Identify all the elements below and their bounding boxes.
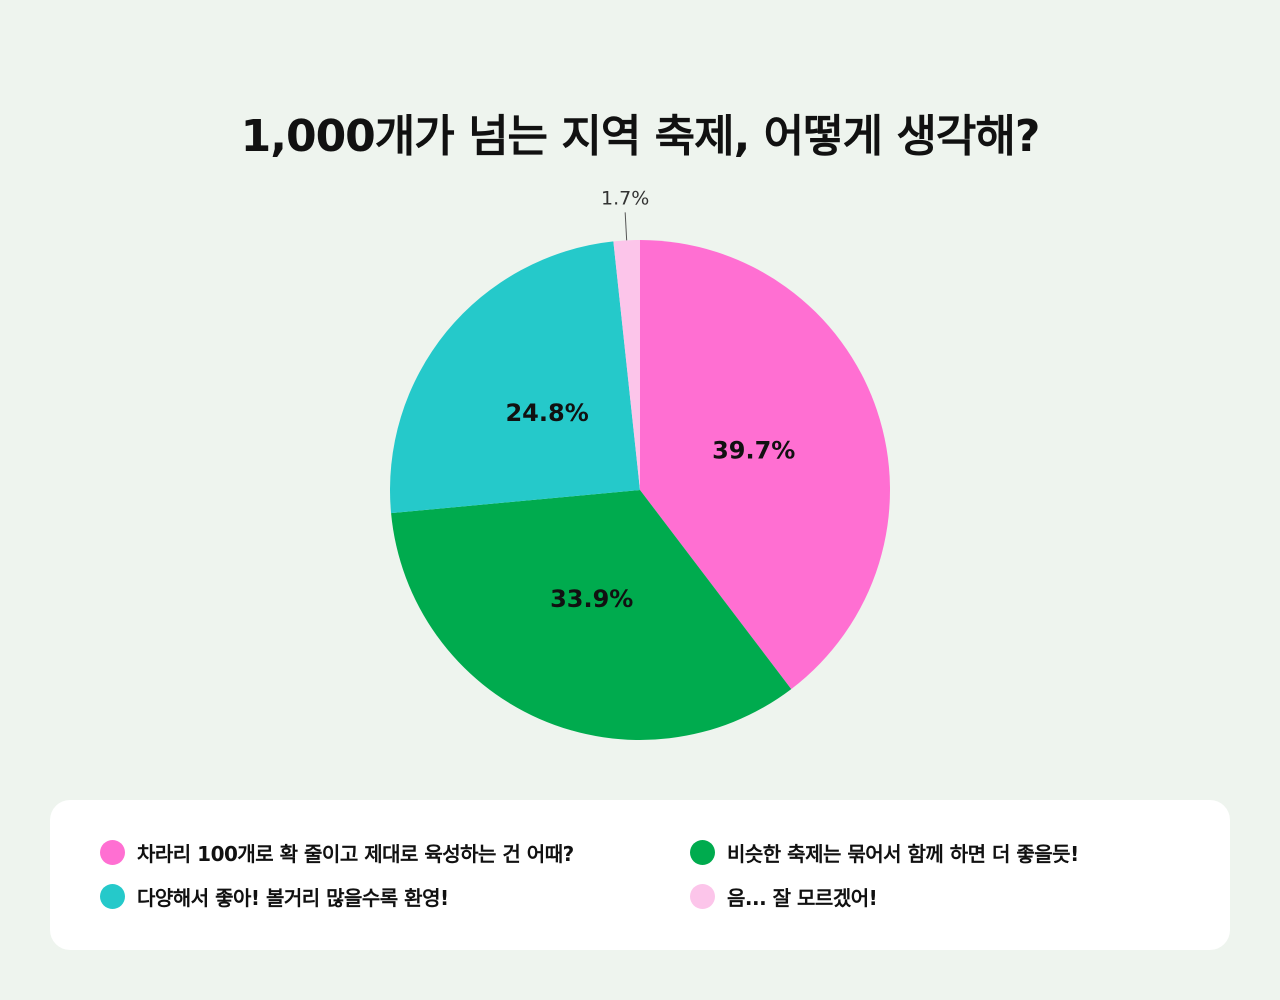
legend-item-diverse: 다양해서 좋아! 볼거리 많을수록 환영! <box>100 882 449 911</box>
legend-label: 다양해서 좋아! 볼거리 많을수록 환영! <box>137 886 449 910</box>
legend-label: 음... 잘 모르겠어! <box>727 886 878 910</box>
pie-slice-unsure <box>613 240 640 490</box>
pie-chart: 39.7% 33.9% 24.8% 1.7% <box>390 190 891 741</box>
legend-swatch <box>690 884 715 909</box>
legend: 차라리 100개로 확 줄이고 제대로 육성하는 건 어때? 비슷한 축제는 묶… <box>50 800 1230 950</box>
legend-item-reduce: 차라리 100개로 확 줄이고 제대로 육성하는 건 어때? <box>100 838 574 867</box>
data-label: 1.7% <box>601 190 649 209</box>
legend-item-combine: 비슷한 축제는 묶어서 함께 하면 더 좋을듯! <box>690 838 1079 867</box>
pie-slice-combine <box>391 490 792 741</box>
legend-label: 비슷한 축제는 묶어서 함께 하면 더 좋을듯! <box>727 842 1079 866</box>
legend-swatch <box>100 840 125 865</box>
pie-slice-reduce <box>640 240 891 690</box>
legend-swatch <box>100 884 125 909</box>
data-label: 24.8% <box>505 399 588 427</box>
legend-swatch <box>690 840 715 865</box>
chart-title: 1,000개가 넘는 지역 축제, 어떻게 생각해? <box>240 111 1041 162</box>
legend-item-unsure: 음... 잘 모르겠어! <box>690 882 878 911</box>
data-label: 33.9% <box>550 585 633 613</box>
pie-slice-diverse <box>390 241 640 514</box>
data-label: 39.7% <box>712 437 795 465</box>
leader-line <box>624 212 628 241</box>
legend-label: 차라리 100개로 확 줄이고 제대로 육성하는 건 어때? <box>137 842 574 866</box>
